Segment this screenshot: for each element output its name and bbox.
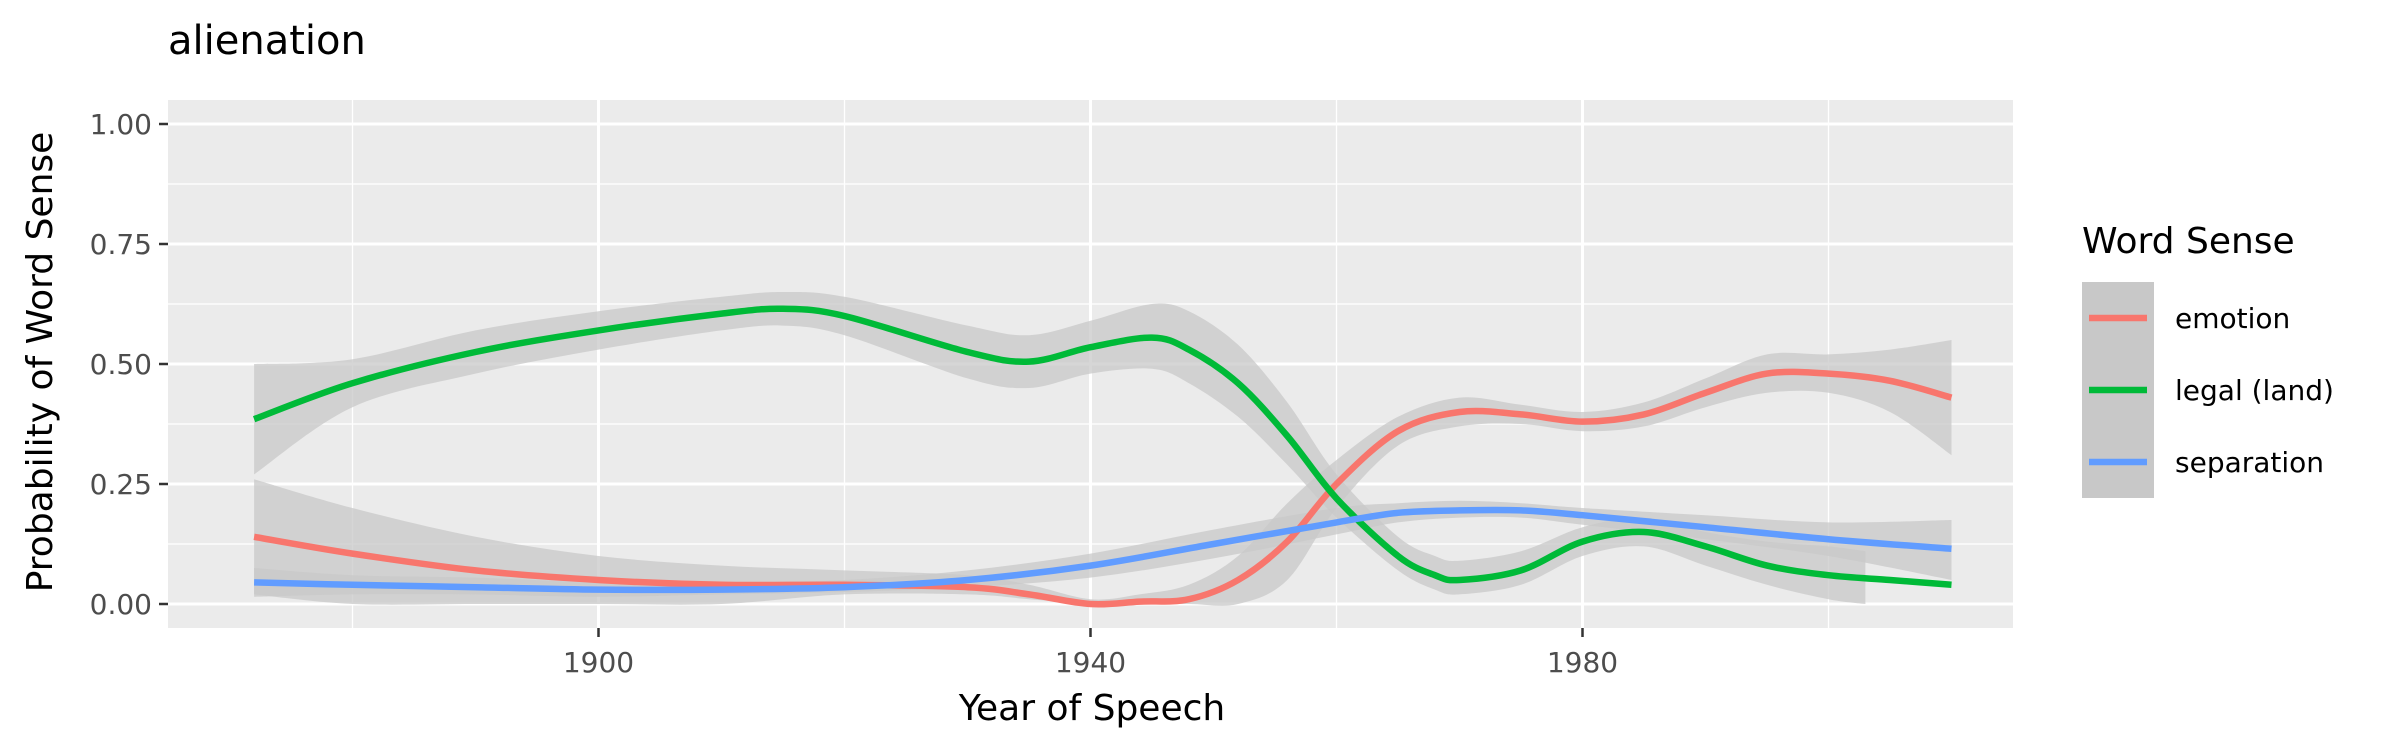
x-axis-title: Year of Speech [958, 688, 1225, 729]
series-line [252, 305, 1952, 589]
y-tick-label: 0.50 [90, 348, 152, 381]
confidence-ribbon [254, 340, 1952, 606]
legend: Word Sense emotion legal (land) separation [2082, 221, 2334, 498]
legend-title: Word Sense [2082, 221, 2295, 262]
series-line [253, 368, 1953, 608]
legend-label: separation [2175, 446, 2324, 479]
y-tick-label: 1.00 [90, 108, 152, 141]
x-tick-label: 1900 [563, 646, 634, 679]
axes: 0.00 0.25 0.50 0.75 1.00 1900 1940 1980 [90, 108, 1618, 679]
y-tick-label: 0.00 [90, 588, 152, 621]
series-line [254, 506, 1952, 594]
series-lines [252, 305, 1953, 608]
y-tick-label: 0.75 [90, 228, 152, 261]
y-tick-label: 0.25 [90, 468, 152, 501]
x-tick-label: 1980 [1547, 646, 1618, 679]
chart-title: alienation [168, 18, 366, 64]
x-tick-label: 1940 [1055, 646, 1126, 679]
legend-label: emotion [2175, 302, 2290, 335]
legend-label: legal (land) [2175, 374, 2334, 407]
y-axis-title: Probability of Word Sense [20, 132, 61, 593]
